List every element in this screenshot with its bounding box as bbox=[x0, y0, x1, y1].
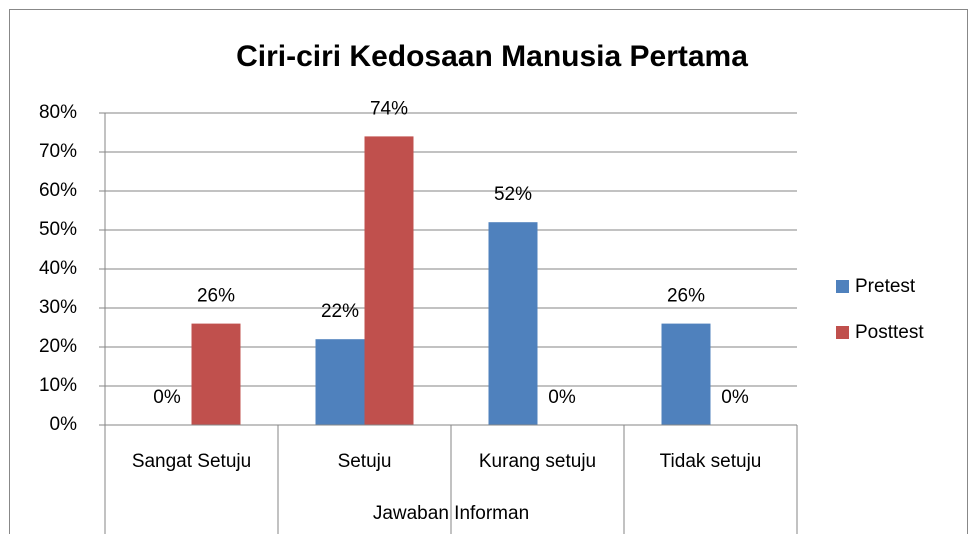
bar bbox=[191, 323, 241, 425]
y-tick-label: 30% bbox=[39, 297, 77, 318]
data-label: 0% bbox=[153, 387, 181, 408]
y-tick-label: 60% bbox=[39, 180, 77, 201]
x-tick-label: Setuju bbox=[338, 451, 392, 472]
x-tick-label: Sangat Setuju bbox=[132, 451, 251, 472]
data-label: 0% bbox=[721, 387, 749, 408]
data-label: 52% bbox=[494, 184, 532, 205]
legend-label: Pretest bbox=[855, 276, 916, 297]
y-tick-label: 50% bbox=[39, 219, 77, 240]
y-tick-label: 70% bbox=[39, 141, 77, 162]
data-label: 0% bbox=[548, 387, 576, 408]
data-label: 26% bbox=[197, 286, 235, 307]
legend-swatch bbox=[836, 326, 849, 339]
data-label: 26% bbox=[667, 286, 705, 307]
data-label: 74% bbox=[370, 98, 408, 119]
y-tick-label: 0% bbox=[50, 414, 78, 435]
y-tick-label: 10% bbox=[39, 375, 77, 396]
y-tick-label: 40% bbox=[39, 258, 77, 279]
legend-swatch bbox=[836, 280, 849, 293]
x-tick-label: Kurang setuju bbox=[479, 451, 596, 472]
y-tick-label: 20% bbox=[39, 336, 77, 357]
chart-title: Ciri-ciri Kedosaan Manusia Pertama bbox=[236, 40, 748, 73]
bar bbox=[315, 339, 365, 425]
bar bbox=[364, 136, 414, 425]
x-tick-label: Tidak setuju bbox=[660, 451, 762, 472]
data-label: 22% bbox=[321, 301, 359, 322]
bar bbox=[488, 222, 538, 425]
y-tick-label: 80% bbox=[39, 102, 77, 123]
legend-label: Posttest bbox=[855, 322, 924, 343]
bar bbox=[661, 323, 711, 425]
